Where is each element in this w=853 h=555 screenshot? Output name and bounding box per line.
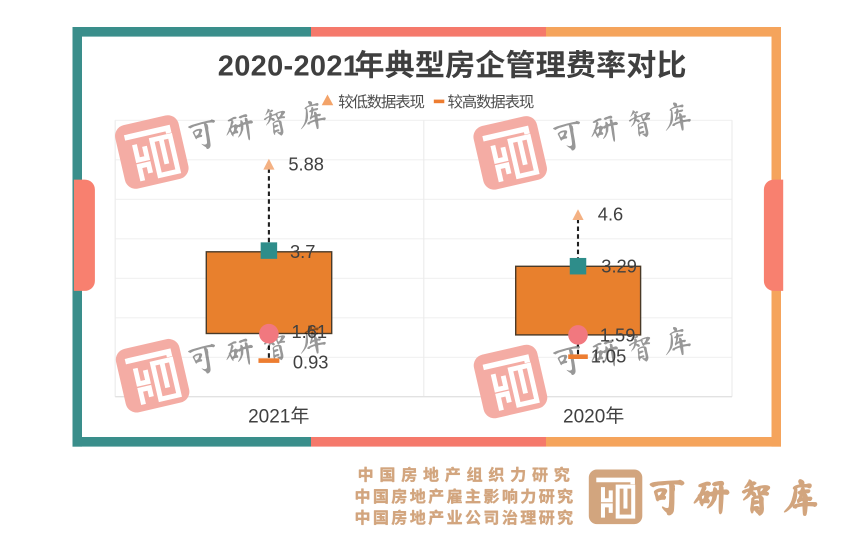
svg-text:1.05: 1.05 [591, 345, 627, 366]
svg-text:3.7: 3.7 [290, 241, 315, 262]
svg-text:2020: 2020 [563, 406, 605, 427]
svg-text:1.61: 1.61 [292, 321, 328, 342]
svg-text:0.93: 0.93 [293, 351, 329, 372]
svg-text:1.59: 1.59 [600, 324, 636, 345]
svg-text:5.88: 5.88 [288, 154, 324, 175]
svg-text:2020-2021: 2020-2021 [218, 51, 359, 83]
svg-text:4.6: 4.6 [598, 203, 623, 224]
svg-text:3.29: 3.29 [601, 256, 637, 277]
svg-text:2021: 2021 [248, 406, 290, 427]
